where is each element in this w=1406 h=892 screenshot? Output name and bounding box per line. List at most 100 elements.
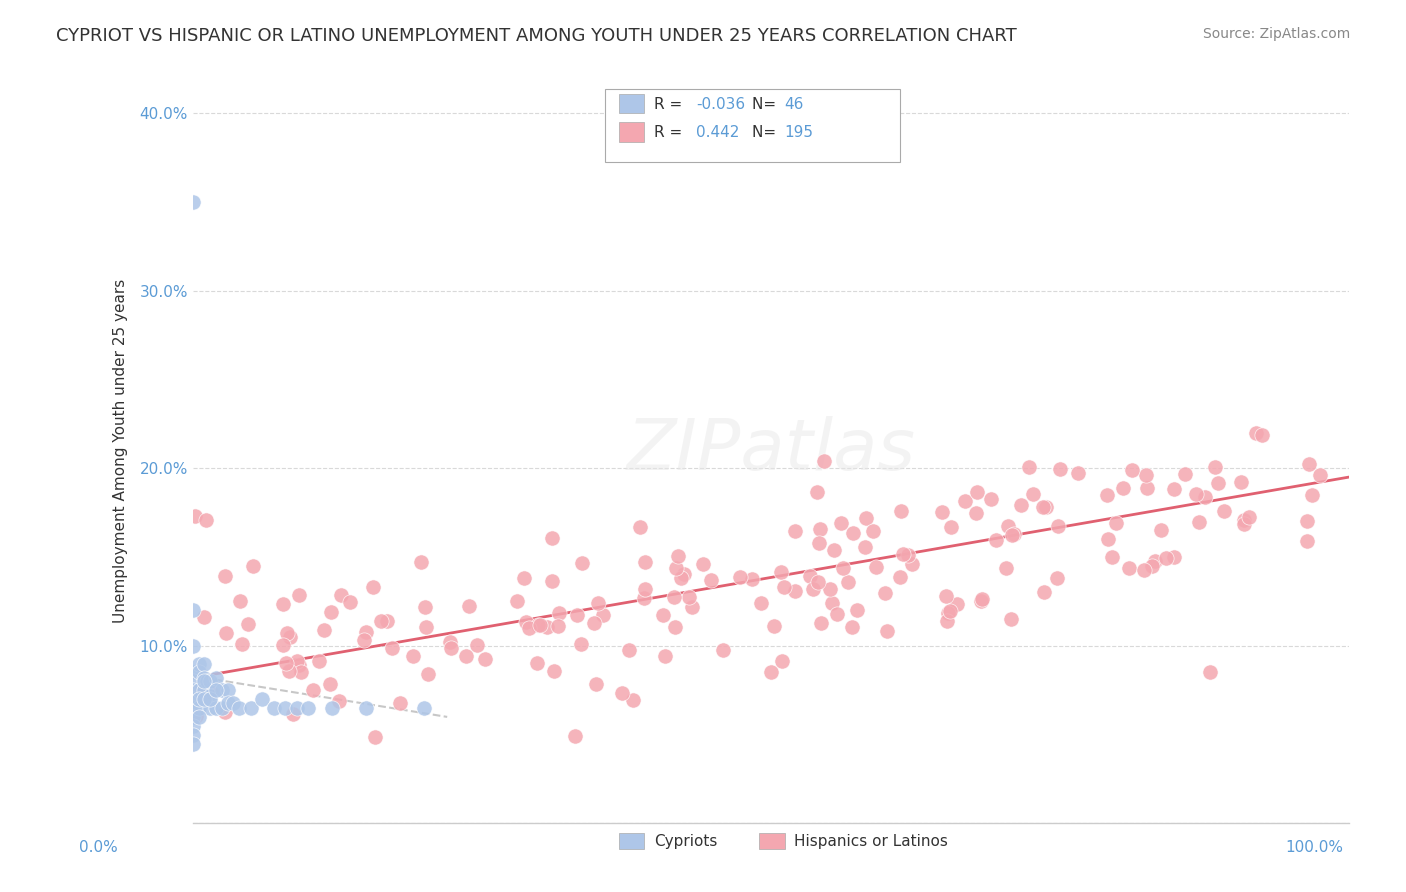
Point bbox=[633, 591, 655, 606]
Point bbox=[617, 643, 640, 657]
Point bbox=[1066, 466, 1088, 480]
Point bbox=[1132, 563, 1154, 577]
Point bbox=[654, 648, 676, 663]
Point bbox=[673, 566, 696, 581]
Point bbox=[181, 674, 204, 689]
Point bbox=[865, 560, 887, 574]
Point bbox=[242, 558, 264, 573]
Point bbox=[1049, 461, 1071, 475]
Point bbox=[897, 548, 920, 562]
Point bbox=[526, 656, 548, 670]
Point bbox=[1046, 571, 1069, 585]
Point bbox=[1121, 463, 1143, 477]
Point bbox=[321, 605, 343, 619]
Point bbox=[285, 654, 308, 668]
Point bbox=[193, 692, 215, 706]
Point bbox=[970, 591, 993, 606]
Point bbox=[823, 542, 845, 557]
Point bbox=[1140, 558, 1163, 573]
Point bbox=[1150, 523, 1173, 537]
Point bbox=[222, 696, 245, 710]
Point bbox=[935, 589, 957, 603]
Point bbox=[187, 657, 209, 671]
Text: R =: R = bbox=[654, 126, 688, 140]
Point bbox=[1184, 487, 1206, 501]
Point bbox=[214, 705, 236, 719]
Point bbox=[1237, 509, 1260, 524]
Point bbox=[190, 681, 212, 696]
Point bbox=[205, 671, 228, 685]
Point bbox=[330, 588, 353, 602]
Point bbox=[465, 639, 488, 653]
Point bbox=[1233, 513, 1256, 527]
Point bbox=[187, 665, 209, 680]
Point bbox=[193, 657, 215, 671]
Point bbox=[931, 505, 953, 519]
Point bbox=[1204, 460, 1226, 475]
Point bbox=[440, 641, 463, 656]
Point bbox=[506, 593, 529, 607]
Point bbox=[211, 683, 233, 698]
Point bbox=[845, 602, 868, 616]
Point bbox=[184, 508, 207, 523]
Point bbox=[402, 648, 425, 663]
Text: Source: ZipAtlas.com: Source: ZipAtlas.com bbox=[1202, 27, 1350, 41]
Point bbox=[1188, 515, 1211, 529]
Point bbox=[900, 557, 922, 571]
Point bbox=[1010, 499, 1032, 513]
Point bbox=[1301, 488, 1323, 502]
Point bbox=[770, 565, 793, 579]
Point bbox=[381, 641, 404, 656]
Point bbox=[1296, 514, 1319, 528]
Point bbox=[939, 604, 962, 618]
Point bbox=[1163, 550, 1185, 565]
Point bbox=[184, 709, 207, 723]
Point bbox=[711, 643, 734, 657]
Point bbox=[984, 533, 1007, 547]
Point bbox=[193, 610, 215, 624]
Point bbox=[592, 608, 614, 623]
Text: Cypriots: Cypriots bbox=[654, 834, 717, 848]
Point bbox=[841, 620, 863, 634]
Y-axis label: Unemployment Among Youth under 25 years: Unemployment Among Youth under 25 years bbox=[114, 278, 128, 623]
Point bbox=[215, 626, 238, 640]
Point bbox=[994, 560, 1017, 574]
Point bbox=[1208, 476, 1230, 491]
Point bbox=[1246, 425, 1268, 440]
Point bbox=[799, 569, 821, 583]
Point bbox=[211, 701, 233, 715]
Point bbox=[536, 620, 558, 634]
Point bbox=[413, 701, 436, 715]
Point bbox=[946, 597, 969, 611]
Point bbox=[818, 582, 841, 596]
Point bbox=[458, 599, 481, 614]
Point bbox=[997, 519, 1019, 533]
Point bbox=[515, 615, 537, 630]
Point bbox=[517, 621, 540, 635]
Point bbox=[513, 572, 536, 586]
Point bbox=[665, 561, 688, 575]
Point bbox=[876, 624, 898, 638]
Point bbox=[783, 524, 806, 538]
Point bbox=[837, 574, 859, 589]
Point bbox=[564, 729, 586, 743]
Point bbox=[1118, 560, 1140, 574]
Point bbox=[1144, 553, 1167, 567]
Point bbox=[263, 701, 285, 715]
Point bbox=[939, 520, 962, 534]
Point bbox=[328, 694, 350, 708]
Point bbox=[700, 573, 723, 587]
Text: 0.442: 0.442 bbox=[696, 126, 740, 140]
Point bbox=[965, 506, 987, 520]
Point bbox=[628, 520, 651, 534]
Text: R =: R = bbox=[654, 97, 688, 112]
Point bbox=[302, 682, 325, 697]
Point bbox=[634, 555, 657, 569]
Point bbox=[187, 692, 209, 706]
Point bbox=[181, 701, 204, 715]
Point bbox=[274, 701, 297, 715]
Point bbox=[571, 556, 593, 570]
Point bbox=[830, 516, 852, 530]
Point bbox=[953, 494, 976, 508]
Point bbox=[281, 707, 304, 722]
